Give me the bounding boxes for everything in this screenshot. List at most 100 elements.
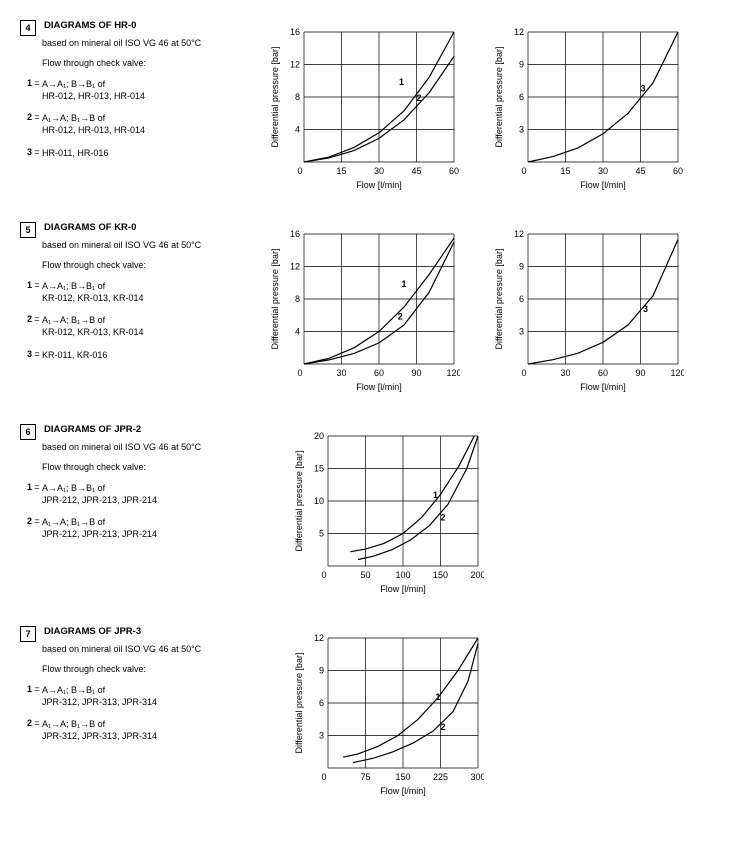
legend-text: A₁→A; B₁→B ofKR-012, KR-013, KR-014 <box>42 314 144 338</box>
text-column: 4 DIAGRAMS OF HR-0 based on mineral oil IS… <box>20 20 266 192</box>
svg-text:5: 5 <box>319 529 324 539</box>
legend-item: 1=A→A₁; B→B₁ ofJPR-312, JPR-313, JPR-314 <box>20 684 280 708</box>
svg-text:60: 60 <box>449 166 459 176</box>
section-number-box: 4 <box>20 20 36 36</box>
svg-text:Flow [l/min]: Flow [l/min] <box>580 180 626 190</box>
legend-equals: = <box>32 314 42 338</box>
chart-column: 050100150200510152012Differential pressu… <box>290 424 514 596</box>
legend-number: 3 <box>20 147 32 159</box>
flow-through-label: Flow through check valve: <box>42 462 280 472</box>
svg-text:4: 4 <box>295 327 300 337</box>
svg-text:9: 9 <box>319 666 324 676</box>
svg-text:60: 60 <box>598 368 608 378</box>
svg-text:8: 8 <box>295 294 300 304</box>
section-title: DIAGRAMS OF HR-0 <box>44 20 136 31</box>
legend-number: 2 <box>20 718 32 742</box>
chart: 030609012048121612Differential pressure … <box>266 222 460 394</box>
svg-text:16: 16 <box>290 229 300 239</box>
svg-text:Differential pressure [bar]: Differential pressure [bar] <box>494 249 504 350</box>
flow-through-label: Flow through check valve: <box>42 260 256 270</box>
svg-text:10: 10 <box>314 496 324 506</box>
legend-item: 3=HR-011, HR-016 <box>20 147 256 159</box>
section-subtitle: based on mineral oil ISO VG 46 at 50°C <box>42 240 256 250</box>
svg-text:Flow [l/min]: Flow [l/min] <box>356 180 402 190</box>
legend-number: 2 <box>20 516 32 540</box>
svg-text:15: 15 <box>336 166 346 176</box>
svg-text:9: 9 <box>519 60 524 70</box>
legend-number: 1 <box>20 78 32 102</box>
chart: 015304560369123Differential pressure [ba… <box>490 20 684 192</box>
legend-number: 3 <box>20 349 32 361</box>
legend-item: 1=A→A₁; B→B₁ ofJPR-212, JPR-213, JPR-214 <box>20 482 280 506</box>
section-row: 7DIAGRAMS OF JPR-3based on mineral oil I… <box>20 626 714 798</box>
legend-item: 1=A→A₁; B→B₁ ofKR-012, KR-013, KR-014 <box>20 280 256 304</box>
svg-text:50: 50 <box>360 570 370 580</box>
legend-equals: = <box>32 147 42 159</box>
svg-text:Differential pressure [bar]: Differential pressure [bar] <box>294 451 304 552</box>
svg-text:2: 2 <box>398 311 403 321</box>
svg-text:6: 6 <box>519 294 524 304</box>
svg-text:15: 15 <box>560 166 570 176</box>
legend-equals: = <box>32 684 42 708</box>
svg-text:12: 12 <box>314 633 324 643</box>
legend-equals: = <box>32 280 42 304</box>
svg-text:90: 90 <box>411 368 421 378</box>
svg-text:Flow [l/min]: Flow [l/min] <box>580 382 626 392</box>
chart-column: 01530456048121612Differential pressure [… <box>266 20 714 192</box>
svg-text:120: 120 <box>446 368 460 378</box>
svg-text:200: 200 <box>470 570 484 580</box>
chart: 0751502253003691212Differential pressure… <box>290 626 484 798</box>
svg-text:0: 0 <box>521 368 526 378</box>
legend-text: A→A₁; B→B₁ ofJPR-312, JPR-313, JPR-314 <box>42 684 157 708</box>
legend-text: A₁→A; B₁→B ofHR-012, HR-013, HR-014 <box>42 112 145 136</box>
legend-number: 1 <box>20 684 32 708</box>
section-subtitle: based on mineral oil ISO VG 46 at 50°C <box>42 38 256 48</box>
svg-text:Differential pressure [bar]: Differential pressure [bar] <box>270 47 280 148</box>
section-row: 4 DIAGRAMS OF HR-0 based on mineral oil IS… <box>20 20 714 192</box>
svg-text:0: 0 <box>297 368 302 378</box>
svg-text:150: 150 <box>395 772 410 782</box>
text-column: 5DIAGRAMS OF KR-0 based on mineral oil IS… <box>20 222 266 394</box>
svg-text:150: 150 <box>433 570 448 580</box>
chart: 0306090120369123Differential pressure [b… <box>490 222 684 394</box>
legend-number: 2 <box>20 314 32 338</box>
legend-text: A₁→A; B₁→B ofJPR-312, JPR-313, JPR-314 <box>42 718 157 742</box>
svg-text:2: 2 <box>441 722 446 732</box>
svg-text:30: 30 <box>598 166 608 176</box>
legend-equals: = <box>32 349 42 361</box>
svg-text:0: 0 <box>321 772 326 782</box>
svg-text:1: 1 <box>436 692 441 702</box>
svg-text:20: 20 <box>314 431 324 441</box>
svg-text:Differential pressure [bar]: Differential pressure [bar] <box>270 249 280 350</box>
svg-text:30: 30 <box>336 368 346 378</box>
svg-text:60: 60 <box>673 166 683 176</box>
section-number-box: 5 <box>20 222 36 238</box>
legend-equals: = <box>32 482 42 506</box>
svg-text:Differential pressure [bar]: Differential pressure [bar] <box>294 653 304 754</box>
chart: 01530456048121612Differential pressure [… <box>266 20 460 192</box>
svg-text:1: 1 <box>433 490 438 500</box>
svg-text:120: 120 <box>670 368 684 378</box>
section-header: 5DIAGRAMS OF KR-0 <box>20 222 256 238</box>
svg-text:12: 12 <box>290 60 300 70</box>
legend-text: A→A₁; B→B₁ ofKR-012, KR-013, KR-014 <box>42 280 144 304</box>
svg-text:6: 6 <box>519 92 524 102</box>
section-row: 5DIAGRAMS OF KR-0 based on mineral oil IS… <box>20 222 714 394</box>
svg-text:3: 3 <box>641 84 646 94</box>
section-header: 4 DIAGRAMS OF HR-0 <box>20 20 256 36</box>
section-header: 6DIAGRAMS OF JPR-2 <box>20 424 280 440</box>
svg-text:Flow [l/min]: Flow [l/min] <box>356 382 402 392</box>
legend-item: 3=KR-011, KR-016 <box>20 349 256 361</box>
legend-equals: = <box>32 516 42 540</box>
legend-equals: = <box>32 718 42 742</box>
svg-text:15: 15 <box>314 464 324 474</box>
svg-text:3: 3 <box>519 125 524 135</box>
svg-text:8: 8 <box>295 92 300 102</box>
svg-text:3: 3 <box>643 304 648 314</box>
legend-item: 2=A₁→A; B₁→B ofJPR-312, JPR-313, JPR-314 <box>20 718 280 742</box>
svg-text:Flow [l/min]: Flow [l/min] <box>380 584 426 594</box>
legend-item: 2=A₁→A; B₁→B ofJPR-212, JPR-213, JPR-214 <box>20 516 280 540</box>
svg-text:30: 30 <box>374 166 384 176</box>
svg-text:Flow [l/min]: Flow [l/min] <box>380 786 426 796</box>
svg-text:45: 45 <box>411 166 421 176</box>
